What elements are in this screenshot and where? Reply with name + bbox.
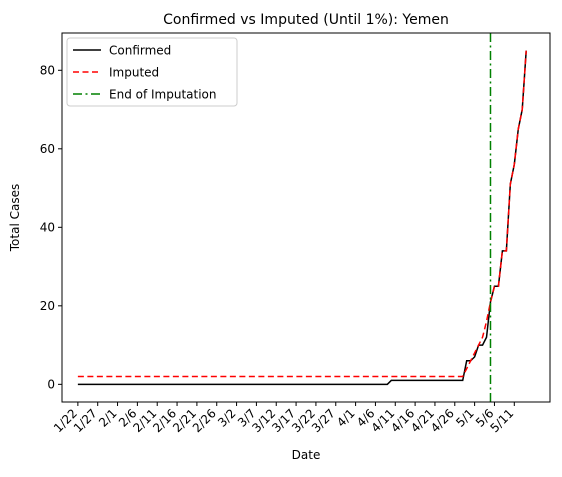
x-axis: 1/221/272/12/62/112/162/212/263/23/73/12… bbox=[51, 402, 516, 435]
x-tick-label: 3/27 bbox=[309, 406, 338, 435]
x-tick-label: 3/2 bbox=[215, 406, 239, 430]
x-tick-label: 2/26 bbox=[190, 406, 219, 435]
y-tick-label: 0 bbox=[47, 377, 55, 391]
y-tick-label: 20 bbox=[40, 299, 55, 313]
x-axis-label: Date bbox=[292, 448, 321, 462]
x-tick-label: 1/27 bbox=[71, 406, 100, 435]
chart-title: Confirmed vs Imputed (Until 1%): Yemen bbox=[163, 12, 449, 28]
legend: Confirmed Imputed End of Imputation bbox=[66, 37, 238, 107]
legend-label: Imputed bbox=[109, 66, 159, 80]
legend-box bbox=[66, 37, 238, 107]
y-axis: 0 20 40 60 80 bbox=[40, 63, 62, 391]
legend-label: End of Imputation bbox=[109, 88, 217, 102]
y-tick-label: 80 bbox=[40, 63, 55, 77]
x-tick-label: 4/26 bbox=[428, 406, 457, 435]
x-tick-label: 5/11 bbox=[487, 406, 516, 435]
x-tick-label: 2/1 bbox=[96, 406, 120, 430]
x-tick-label: 4/1 bbox=[334, 406, 358, 430]
legend-label: Confirmed bbox=[109, 44, 171, 58]
y-axis-label: Total Cases bbox=[8, 184, 22, 252]
plot-lines bbox=[77, 33, 527, 402]
y-tick-label: 40 bbox=[40, 220, 55, 234]
plot-frame bbox=[61, 32, 551, 403]
y-tick-label: 60 bbox=[40, 142, 55, 156]
x-tick-label: 5/1 bbox=[453, 406, 477, 430]
series-line-imputed bbox=[77, 50, 527, 378]
